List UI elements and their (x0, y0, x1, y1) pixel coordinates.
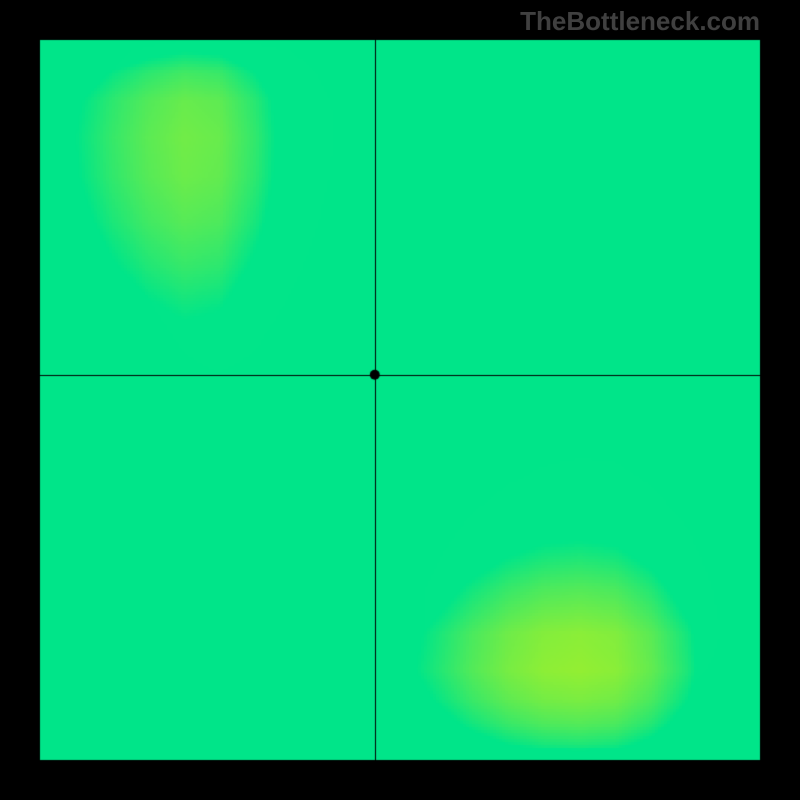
bottleneck-heatmap (0, 0, 800, 800)
attribution-label: TheBottleneck.com (520, 6, 760, 37)
